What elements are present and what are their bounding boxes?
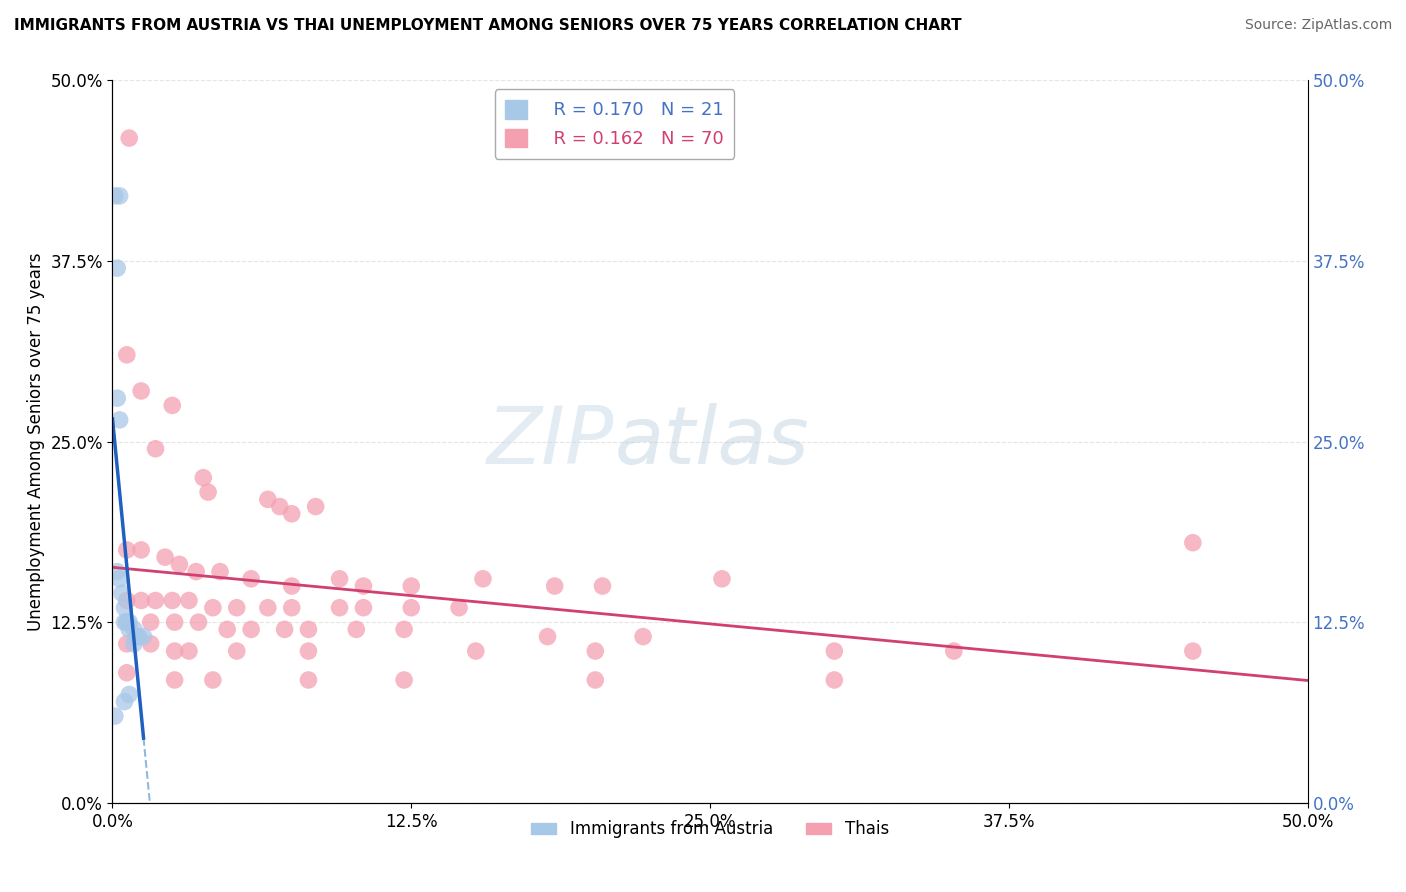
Point bbox=[543, 579, 565, 593]
Point bbox=[344, 623, 367, 637]
Point bbox=[631, 630, 654, 644]
Point bbox=[114, 615, 135, 630]
Point bbox=[1181, 535, 1204, 549]
Point bbox=[209, 565, 232, 579]
Point bbox=[115, 348, 138, 362]
Point bbox=[583, 673, 606, 687]
Point bbox=[108, 413, 131, 427]
Point bbox=[139, 637, 162, 651]
Point bbox=[132, 630, 155, 644]
Point bbox=[297, 644, 319, 658]
Point bbox=[108, 189, 131, 203]
Point bbox=[122, 623, 145, 637]
Point bbox=[162, 398, 183, 412]
Text: atlas: atlas bbox=[614, 402, 810, 481]
Point bbox=[401, 579, 423, 593]
Point bbox=[105, 565, 128, 579]
Point bbox=[225, 600, 247, 615]
Point bbox=[145, 442, 167, 456]
Point bbox=[163, 615, 186, 630]
Point bbox=[329, 600, 352, 615]
Point bbox=[583, 644, 606, 658]
Text: IMMIGRANTS FROM AUSTRIA VS THAI UNEMPLOYMENT AMONG SENIORS OVER 75 YEARS CORRELA: IMMIGRANTS FROM AUSTRIA VS THAI UNEMPLOY… bbox=[14, 18, 962, 33]
Point bbox=[201, 600, 224, 615]
Point bbox=[472, 572, 495, 586]
Point bbox=[118, 623, 141, 637]
Point bbox=[392, 673, 415, 687]
Point bbox=[281, 579, 304, 593]
Point bbox=[269, 500, 291, 514]
Point bbox=[105, 261, 128, 276]
Point bbox=[297, 673, 319, 687]
Point bbox=[281, 507, 304, 521]
Point bbox=[115, 665, 138, 680]
Point bbox=[240, 623, 263, 637]
Point bbox=[114, 695, 135, 709]
Point bbox=[163, 673, 186, 687]
Point bbox=[823, 644, 845, 658]
Point bbox=[297, 623, 319, 637]
Legend: Immigrants from Austria, Thais: Immigrants from Austria, Thais bbox=[524, 814, 896, 845]
Point bbox=[115, 615, 138, 630]
Point bbox=[129, 384, 152, 398]
Point bbox=[273, 623, 295, 637]
Y-axis label: Unemployment Among Seniors over 75 years: Unemployment Among Seniors over 75 years bbox=[27, 252, 45, 631]
Point bbox=[115, 637, 138, 651]
Point bbox=[145, 593, 167, 607]
Point bbox=[105, 391, 128, 405]
Point bbox=[118, 687, 141, 701]
Point bbox=[592, 579, 614, 593]
Point bbox=[352, 600, 374, 615]
Point bbox=[118, 615, 141, 630]
Point bbox=[281, 600, 304, 615]
Point bbox=[257, 492, 280, 507]
Point bbox=[201, 673, 224, 687]
Point bbox=[139, 615, 162, 630]
Point bbox=[942, 644, 965, 658]
Point bbox=[163, 644, 186, 658]
Point bbox=[118, 131, 141, 145]
Point bbox=[128, 630, 150, 644]
Point bbox=[352, 579, 374, 593]
Point bbox=[177, 644, 200, 658]
Point bbox=[1181, 644, 1204, 658]
Point bbox=[186, 565, 208, 579]
Point bbox=[122, 637, 145, 651]
Point bbox=[125, 630, 148, 644]
Point bbox=[108, 572, 131, 586]
Point bbox=[329, 572, 352, 586]
Point bbox=[162, 593, 183, 607]
Text: Source: ZipAtlas.com: Source: ZipAtlas.com bbox=[1244, 18, 1392, 32]
Point bbox=[111, 586, 134, 600]
Point bbox=[104, 709, 127, 723]
Point bbox=[711, 572, 734, 586]
Point bbox=[153, 550, 176, 565]
Point bbox=[104, 189, 127, 203]
Point bbox=[114, 600, 135, 615]
Point bbox=[115, 615, 138, 630]
Point bbox=[240, 572, 263, 586]
Point bbox=[823, 673, 845, 687]
Point bbox=[401, 600, 423, 615]
Point bbox=[225, 644, 247, 658]
Point bbox=[177, 593, 200, 607]
Point bbox=[169, 558, 191, 572]
Point bbox=[257, 600, 280, 615]
Point bbox=[447, 600, 470, 615]
Point bbox=[217, 623, 239, 637]
Point bbox=[197, 485, 219, 500]
Point bbox=[392, 623, 415, 637]
Point bbox=[129, 542, 152, 557]
Point bbox=[464, 644, 486, 658]
Text: ZIP: ZIP bbox=[486, 402, 614, 481]
Point bbox=[129, 593, 152, 607]
Point bbox=[536, 630, 558, 644]
Point bbox=[115, 542, 138, 557]
Point bbox=[187, 615, 209, 630]
Point bbox=[193, 470, 215, 484]
Point bbox=[305, 500, 328, 514]
Point bbox=[115, 593, 138, 607]
